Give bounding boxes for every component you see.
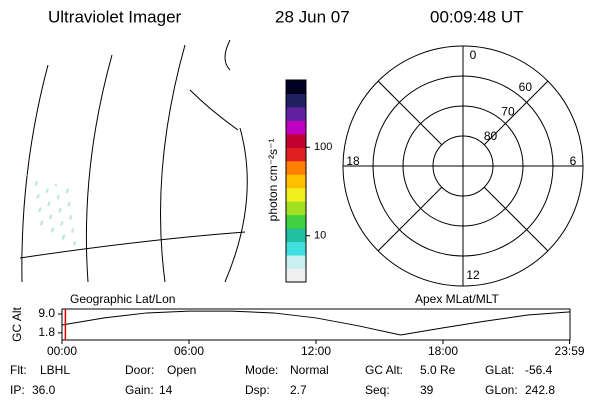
map-grid	[85, 54, 113, 283]
aurora-dot	[54, 183, 58, 187]
x-tick-label: 00:00	[47, 344, 77, 358]
colorbar-segment	[286, 268, 306, 283]
time: 00:09:48 UT	[430, 7, 524, 26]
info-value: LBHL	[40, 363, 70, 377]
mlt-spoke	[483, 80, 549, 146]
mlt-spoke	[483, 186, 549, 252]
info-label: Dsp:	[245, 383, 270, 397]
aurora-dot	[69, 217, 72, 220]
map-grid	[21, 64, 49, 283]
map-grid	[160, 44, 186, 283]
colorbar-segment	[286, 133, 306, 148]
aurora-dot	[24, 173, 28, 177]
info-label: GC Alt:	[365, 363, 403, 377]
colorbar-frame	[285, 79, 307, 283]
title: Ultraviolet Imager	[48, 7, 182, 26]
info-label: Gain:	[125, 383, 154, 397]
aurora-dot	[34, 183, 38, 186]
colorbar-segment	[286, 241, 306, 256]
y-tick-label: 9.0	[38, 306, 55, 320]
lat-label: 60	[519, 80, 533, 94]
info-label: Flt:	[10, 363, 27, 377]
map-grid	[224, 127, 248, 283]
info-label: Door:	[125, 363, 154, 377]
aurora-dot	[45, 190, 48, 193]
colorbar-segment	[286, 80, 306, 94]
map-grid	[224, 39, 231, 71]
info-value: 242.8	[525, 383, 555, 397]
colorbar-segment	[286, 93, 306, 108]
y-tick-label: 1.8	[38, 325, 55, 339]
aurora-dot	[49, 217, 52, 220]
colorbar-segment	[286, 214, 306, 229]
x-tick-label: 06:00	[174, 344, 204, 358]
mlt-label: 12	[466, 268, 480, 282]
mlt-label: 0	[470, 48, 477, 62]
altitude-ylabel: GC Alt	[10, 307, 24, 342]
info-value: -56.4	[525, 363, 553, 377]
colorbar-segment	[286, 187, 306, 202]
info-value: 36.0	[32, 383, 56, 397]
colorbar-segment	[286, 147, 306, 162]
aurora-dot	[65, 191, 69, 194]
geographic-map	[19, 39, 248, 283]
info-value: 14	[159, 383, 173, 397]
mlt-label: 6	[570, 154, 577, 168]
colorbar-segment	[286, 160, 306, 175]
colorbar-segment	[286, 201, 306, 216]
aurora-dot	[73, 243, 76, 246]
info-label: Seq:	[365, 383, 390, 397]
colorbar-tick-label: 100	[314, 141, 332, 153]
colorbar-label: photon cm⁻²s⁻¹	[266, 139, 280, 222]
aurora-dot	[58, 210, 61, 213]
info-value: 2.7	[290, 383, 307, 397]
colorbar-segment	[286, 228, 306, 243]
colorbar-segment	[286, 174, 306, 189]
x-tick-label: 23:59	[555, 344, 585, 358]
colorbar-segment	[286, 106, 306, 121]
info-value: Normal	[290, 363, 329, 377]
aurora-dot	[50, 230, 54, 233]
info-label: Mode:	[245, 363, 278, 377]
aurora-dot	[71, 230, 74, 233]
info-value: 5.0 Re	[420, 363, 456, 377]
x-tick-label: 12:00	[301, 344, 331, 358]
aurora-dot	[56, 197, 59, 200]
altitude-annotation: Geographic Lat/Lon	[70, 292, 175, 306]
mlt-spoke	[377, 80, 443, 146]
colorbar-tick-label: 10	[314, 230, 326, 242]
aurora-dot	[60, 223, 63, 226]
lat-label: 70	[501, 104, 515, 118]
colorbar-segment	[286, 120, 306, 135]
map-grid	[19, 231, 246, 259]
altitude-annotation: Apex MLat/MLT	[415, 292, 499, 306]
aurora-dot	[36, 196, 39, 199]
mlt-label: 18	[346, 154, 360, 168]
info-value: Open	[167, 363, 196, 377]
info-value: 39	[420, 383, 434, 397]
aurora-dot	[47, 203, 50, 207]
date: 28 Jun 07	[275, 7, 350, 26]
aurora-dot	[38, 209, 41, 213]
map-grid	[189, 89, 239, 131]
aurora-dot	[67, 204, 70, 207]
mlt-spoke	[377, 186, 443, 252]
aurora-dot	[61, 237, 65, 240]
info-label: IP:	[10, 383, 25, 397]
altitude-line	[61, 310, 571, 336]
lat-label: 80	[484, 129, 498, 143]
info-label: GLon:	[485, 383, 518, 397]
info-label: GLat:	[485, 363, 514, 377]
x-tick-label: 18:00	[428, 344, 458, 358]
colorbar-segment	[286, 255, 306, 270]
aurora-dot	[40, 223, 43, 226]
